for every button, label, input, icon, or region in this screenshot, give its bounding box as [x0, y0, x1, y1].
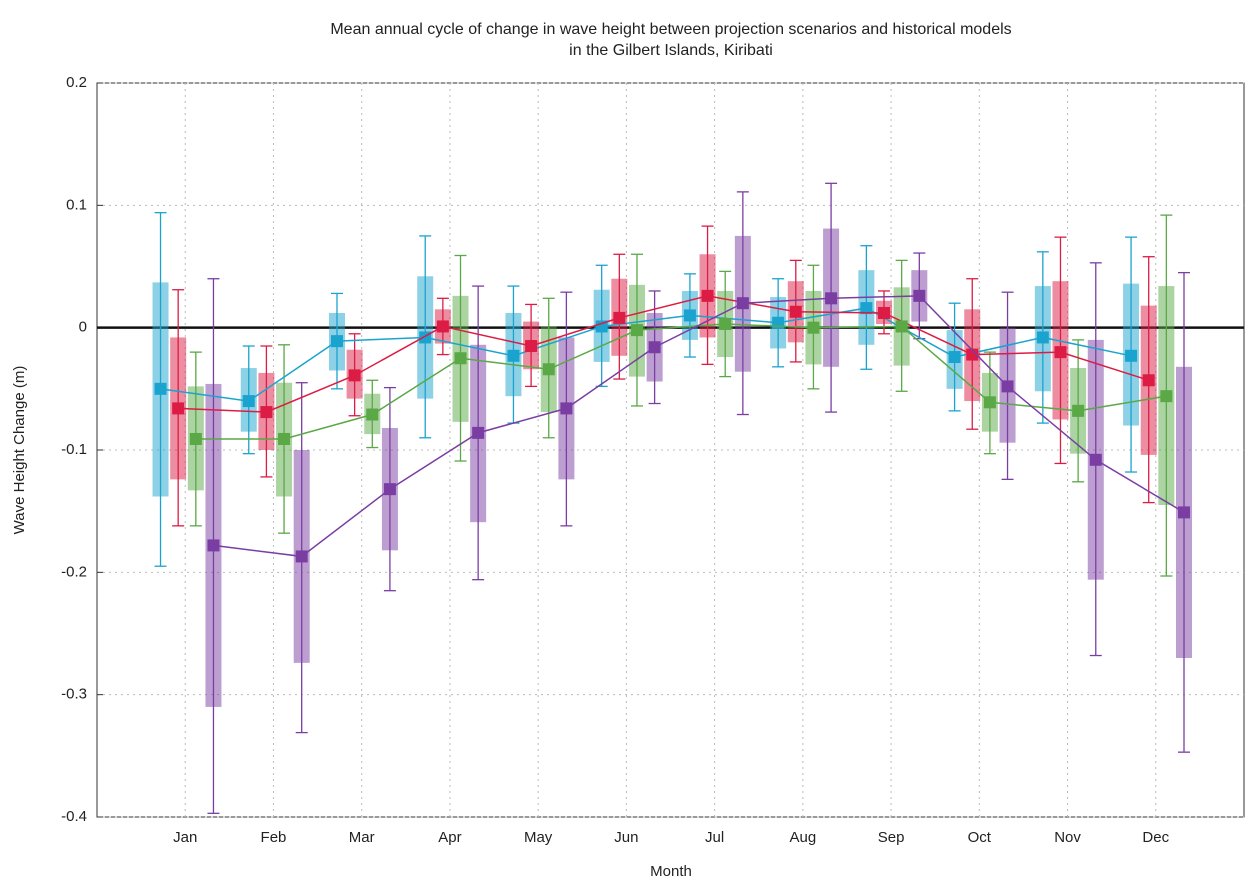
- mean-marker: [613, 311, 626, 324]
- mean-marker: [172, 402, 185, 415]
- y-tick-label: -0.4: [61, 808, 87, 825]
- x-tick-label: Oct: [968, 829, 992, 846]
- mean-marker: [278, 432, 291, 445]
- mean-marker: [189, 432, 202, 445]
- x-tick-label: Jan: [173, 829, 197, 846]
- y-tick-label: -0.2: [61, 563, 87, 580]
- mean-marker: [542, 363, 555, 376]
- x-tick-label: Nov: [1054, 829, 1081, 846]
- mean-line: [195, 323, 1167, 440]
- y-tick-label: 0.1: [66, 196, 87, 213]
- mean-marker: [1036, 331, 1049, 344]
- mean-marker: [1160, 390, 1173, 403]
- mean-marker: [789, 305, 802, 318]
- mean-marker: [472, 426, 485, 439]
- mean-marker: [1178, 506, 1191, 519]
- mean-marker: [736, 297, 749, 310]
- mean-marker: [560, 402, 573, 415]
- mean-marker: [878, 306, 891, 319]
- x-tick-label: May: [524, 829, 553, 846]
- mean-marker: [860, 302, 873, 315]
- mean-marker: [436, 320, 449, 333]
- x-axis-label: Month: [650, 863, 692, 880]
- x-tick-label: Jun: [614, 829, 638, 846]
- mean-marker: [366, 408, 379, 421]
- y-axis-label: Wave Height Change (m): [11, 366, 28, 535]
- mean-marker: [1072, 404, 1085, 417]
- mean-marker: [701, 289, 714, 302]
- x-tick-label: Apr: [438, 829, 461, 846]
- x-tick-label: Aug: [789, 829, 816, 846]
- mean-marker: [330, 335, 343, 348]
- mean-marker: [1089, 453, 1102, 466]
- mean-marker: [1001, 380, 1014, 393]
- mean-marker: [207, 539, 220, 552]
- y-tick-label: 0.2: [66, 74, 87, 91]
- mean-marker: [913, 289, 926, 302]
- mean-marker: [895, 320, 908, 333]
- x-tick-label: Dec: [1142, 829, 1169, 846]
- x-tick-label: Jul: [705, 829, 724, 846]
- mean-marker: [154, 382, 167, 395]
- y-tick-label: -0.1: [61, 441, 87, 458]
- mean-marker: [525, 340, 538, 353]
- mean-marker: [966, 348, 979, 361]
- mean-marker: [348, 369, 361, 382]
- x-tick-label: Mar: [349, 829, 375, 846]
- mean-marker: [383, 483, 396, 496]
- mean-marker: [295, 550, 308, 563]
- mean-marker: [630, 324, 643, 337]
- mean-marker: [825, 292, 838, 305]
- mean-marker: [507, 349, 520, 362]
- mean-line: [213, 295, 1185, 558]
- mean-marker: [1142, 374, 1155, 387]
- mean-marker: [1125, 349, 1138, 362]
- chart-title: Mean annual cycle of change in wave heig…: [330, 21, 1011, 38]
- y-tick-label: -0.3: [61, 686, 87, 703]
- mean-marker: [648, 341, 661, 354]
- mean-marker: [242, 395, 255, 408]
- y-tick-label: 0: [79, 319, 87, 336]
- mean-marker: [983, 396, 996, 409]
- mean-marker: [260, 406, 273, 419]
- mean-marker: [948, 351, 961, 364]
- chart-title: in the Gilbert Islands, Kiribati: [569, 42, 773, 59]
- mean-marker: [719, 317, 732, 330]
- mean-marker: [454, 352, 467, 365]
- mean-marker: [807, 321, 820, 334]
- x-tick-label: Sep: [878, 829, 905, 846]
- mean-marker: [595, 320, 608, 333]
- mean-marker: [1054, 346, 1067, 359]
- mean-line: [178, 295, 1149, 413]
- x-tick-label: Feb: [261, 829, 287, 846]
- mean-marker: [683, 309, 696, 322]
